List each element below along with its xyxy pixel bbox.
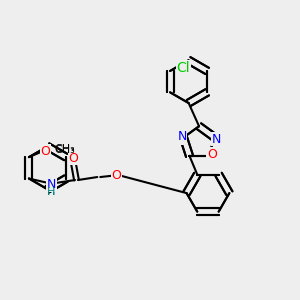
Text: O: O (112, 169, 122, 182)
Text: CH₃: CH₃ (55, 144, 76, 154)
Text: Cl: Cl (177, 61, 190, 75)
Text: O: O (207, 148, 217, 161)
Text: Cl: Cl (177, 61, 190, 75)
Text: N: N (212, 133, 221, 146)
Text: O: O (112, 169, 122, 182)
Text: O: O (40, 145, 50, 158)
Text: H: H (47, 187, 56, 197)
Text: N: N (177, 131, 187, 144)
Text: O: O (40, 145, 50, 158)
Text: N: N (46, 178, 56, 191)
Text: O: O (69, 152, 78, 165)
Text: N: N (177, 130, 187, 143)
Text: N: N (46, 178, 56, 191)
Text: N: N (212, 133, 221, 146)
Text: H: H (47, 187, 56, 197)
Text: O: O (207, 149, 217, 162)
Text: O: O (69, 152, 78, 165)
Text: CH₃: CH₃ (55, 145, 76, 155)
